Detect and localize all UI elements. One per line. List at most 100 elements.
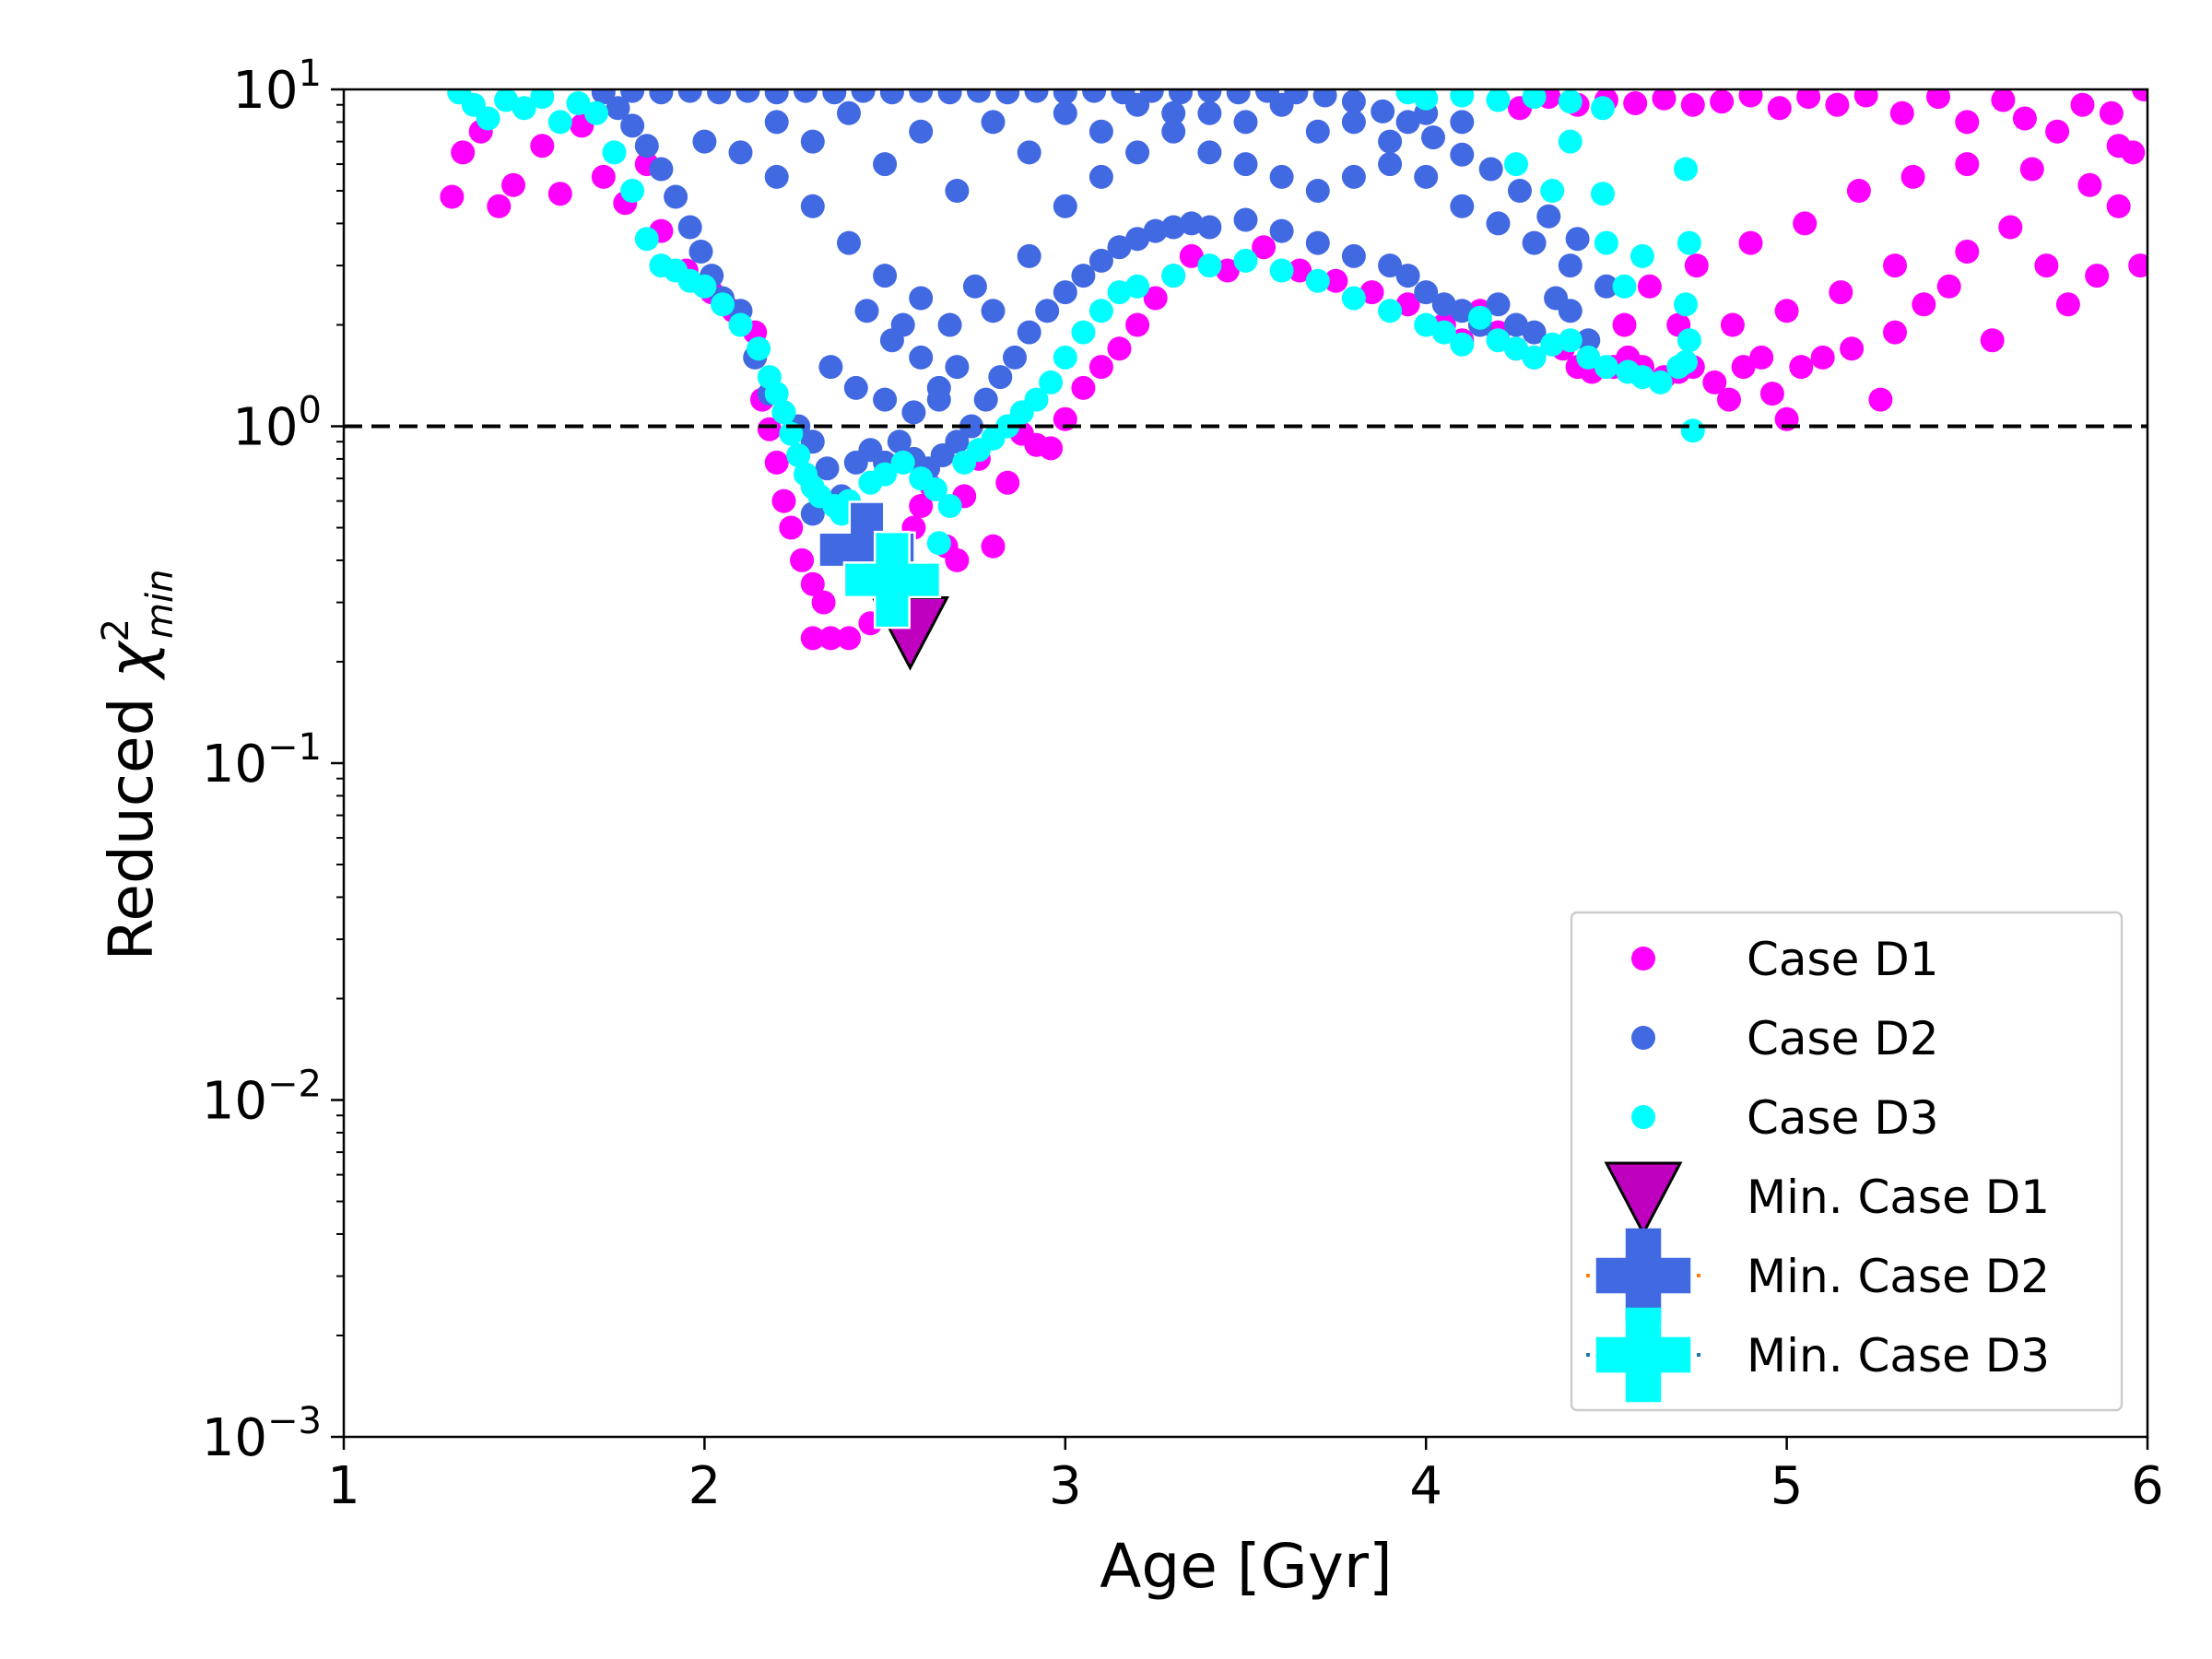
data-point	[890, 450, 915, 475]
data-point	[1395, 264, 1420, 288]
data-point	[602, 140, 627, 165]
data-point	[837, 100, 861, 125]
data-point	[440, 184, 465, 209]
data-point	[1652, 89, 1677, 111]
data-point	[1558, 253, 1583, 278]
data-point	[711, 292, 735, 317]
legend-label: Case D1	[1747, 933, 1939, 986]
data-point	[1717, 387, 1741, 412]
data-point	[1125, 140, 1150, 165]
data-point	[1450, 299, 1475, 324]
data-point	[512, 96, 536, 121]
data-point	[1088, 119, 1113, 144]
data-point	[1371, 99, 1395, 124]
data-point	[1395, 110, 1420, 135]
data-point	[649, 157, 674, 182]
legend-marker	[1631, 1105, 1655, 1129]
data-point	[1810, 345, 1835, 370]
data-point	[692, 274, 717, 299]
data-point	[1414, 164, 1439, 189]
data-point	[1341, 286, 1366, 311]
data-point	[747, 336, 771, 361]
data-point	[677, 215, 702, 240]
data-point	[909, 89, 934, 103]
data-point	[1053, 345, 1077, 370]
data-point	[1648, 370, 1673, 394]
data-point	[1179, 243, 1204, 268]
legend-item: Case D3	[1631, 1091, 1939, 1145]
legend-item: Case D2	[1631, 1012, 1939, 1065]
data-point	[1522, 89, 1547, 110]
data-point	[1024, 89, 1049, 103]
data-point	[926, 531, 951, 556]
data-point	[1161, 215, 1186, 240]
data-point	[764, 89, 789, 105]
legend-label: Case D3	[1747, 1091, 1939, 1145]
data-point	[794, 89, 818, 103]
data-point	[818, 626, 843, 651]
data-point	[1288, 258, 1312, 283]
legend-marker	[1631, 1026, 1655, 1050]
data-point	[1926, 89, 1950, 110]
data-point	[923, 477, 947, 501]
data-point	[1749, 345, 1774, 370]
data-point	[591, 164, 616, 189]
data-point	[501, 172, 525, 197]
data-point	[1825, 92, 1850, 117]
data-point	[1991, 89, 2016, 112]
data-point	[1936, 274, 1961, 299]
data-point	[2085, 264, 2110, 288]
data-point	[1017, 140, 1041, 165]
data-point	[1612, 274, 1637, 299]
data-point	[879, 328, 904, 353]
data-point	[1450, 142, 1475, 167]
data-point	[1840, 336, 1865, 361]
data-point	[1024, 387, 1049, 412]
data-point	[1674, 292, 1698, 317]
data-point	[1305, 179, 1330, 203]
data-point	[1467, 305, 1492, 330]
data-point	[1558, 299, 1583, 324]
data-point	[1612, 312, 1637, 337]
data-point	[1883, 320, 1907, 345]
data-point	[1674, 157, 1698, 182]
data-point	[959, 414, 983, 439]
data-point	[2132, 89, 2147, 101]
x-tick-label: 3	[1049, 1456, 1082, 1516]
data-point	[2070, 92, 2095, 117]
data-point	[1955, 110, 1980, 135]
data-point	[1594, 274, 1618, 299]
data-point	[1179, 211, 1204, 236]
data-point	[1522, 345, 1547, 370]
data-point	[945, 355, 970, 380]
data-point	[1197, 253, 1222, 278]
data-point	[1197, 215, 1222, 240]
data-point	[1591, 96, 1615, 121]
data-point	[1998, 215, 2023, 240]
legend-label: Min. Case D3	[1747, 1329, 2050, 1382]
legend-item: Min. Case D1	[1604, 1161, 2050, 1237]
data-point	[937, 89, 962, 105]
x-tick-label: 5	[1771, 1456, 1804, 1516]
data-point	[1900, 164, 1925, 189]
data-point	[2019, 157, 2044, 182]
data-point	[973, 387, 998, 412]
data-point	[1576, 328, 1601, 353]
data-point	[981, 110, 1006, 135]
min-marker-min-case-d3	[842, 530, 942, 629]
data-point	[945, 547, 970, 572]
data-point	[2055, 292, 2080, 317]
data-point	[1594, 230, 1618, 255]
y-axis-label: Reduced χ2min	[95, 570, 182, 961]
data-point	[1197, 89, 1222, 103]
data-point	[2106, 194, 2131, 218]
x-tick-label: 6	[2131, 1456, 2164, 1516]
data-point	[1395, 292, 1420, 317]
legend-marker	[1604, 1161, 1683, 1237]
data-point	[873, 152, 898, 177]
data-point	[1071, 264, 1096, 288]
data-point	[1955, 240, 1980, 264]
data-point	[1883, 253, 1907, 278]
data-point	[1677, 230, 1701, 255]
